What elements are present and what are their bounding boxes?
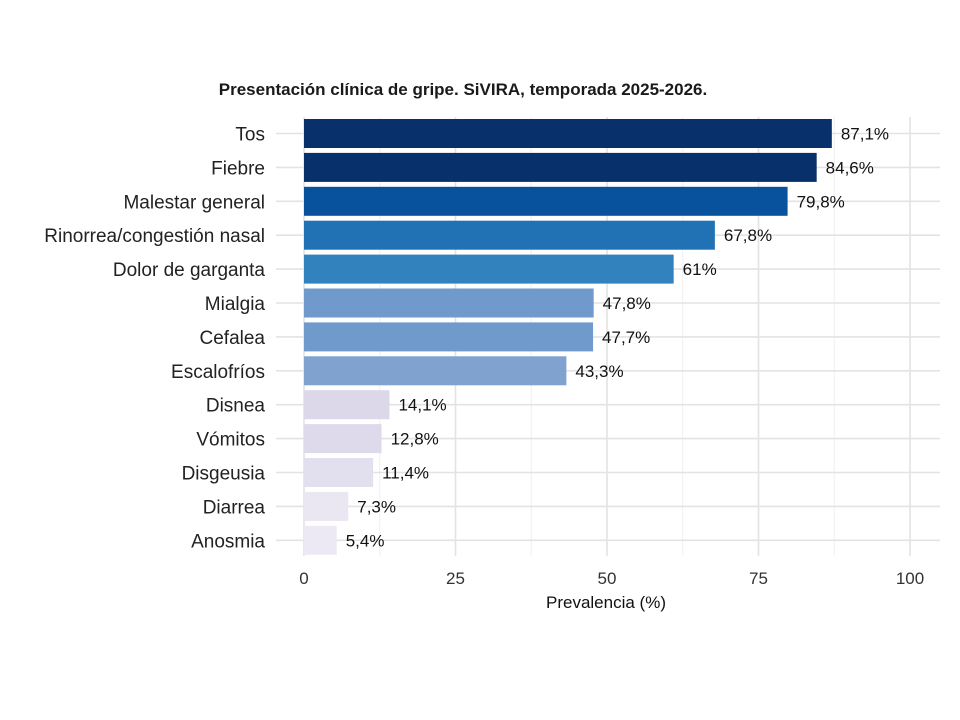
x-tick-label: 25 xyxy=(446,569,465,588)
bar xyxy=(304,458,374,487)
bar xyxy=(304,152,817,182)
category-label: Escalofríos xyxy=(171,362,265,383)
data-label: 14,1% xyxy=(398,396,446,415)
bar xyxy=(304,390,390,420)
x-axis-title: Prevalencia (%) xyxy=(546,593,666,612)
x-tick-label: 50 xyxy=(598,569,617,588)
category-label: Disgeusia xyxy=(182,464,266,485)
data-label: 43,3% xyxy=(575,362,623,381)
data-label: 61% xyxy=(683,260,717,279)
category-label: Rinorrea/congestión nasal xyxy=(44,226,265,247)
bar xyxy=(304,220,715,250)
labels: 0 25 50 75 100 Tos 87,1% Fiebre 84,6% Malestar ge… xyxy=(44,125,924,589)
data-label: 12,8% xyxy=(391,430,439,449)
category-label: Vómitos xyxy=(196,430,265,451)
data-label: 79,8% xyxy=(797,192,845,211)
bar xyxy=(304,525,337,555)
data-label: 47,7% xyxy=(602,328,650,347)
bar xyxy=(304,186,788,216)
bar xyxy=(304,424,382,454)
x-tick-label: 100 xyxy=(896,569,924,588)
category-label: Fiebre xyxy=(211,158,265,179)
category-label: Diarrea xyxy=(203,497,266,518)
category-label: Tos xyxy=(235,125,265,146)
bars xyxy=(304,119,832,555)
bar xyxy=(304,491,349,521)
data-label: 67,8% xyxy=(724,226,772,245)
bar xyxy=(304,322,594,352)
bar xyxy=(304,288,594,318)
category-label: Mialgia xyxy=(205,294,266,315)
data-label: 47,8% xyxy=(603,294,651,313)
data-label: 87,1% xyxy=(841,125,889,144)
category-label: Anosmia xyxy=(191,531,265,552)
x-tick-label: 0 xyxy=(299,569,308,588)
category-label: Dolor de garganta xyxy=(113,260,266,281)
data-label: 5,4% xyxy=(346,531,385,550)
data-label: 7,3% xyxy=(357,497,396,516)
bar xyxy=(304,119,832,148)
data-label: 84,6% xyxy=(826,158,874,177)
bar xyxy=(304,356,567,386)
bar xyxy=(304,254,674,284)
chart-title: Presentación clínica de gripe. SiVIRA, t… xyxy=(219,80,707,99)
category-label: Cefalea xyxy=(200,328,266,349)
category-label: Disnea xyxy=(206,396,266,417)
data-label: 11,4% xyxy=(382,464,429,483)
category-label: Malestar general xyxy=(123,192,265,213)
x-tick-label: 75 xyxy=(749,569,768,588)
